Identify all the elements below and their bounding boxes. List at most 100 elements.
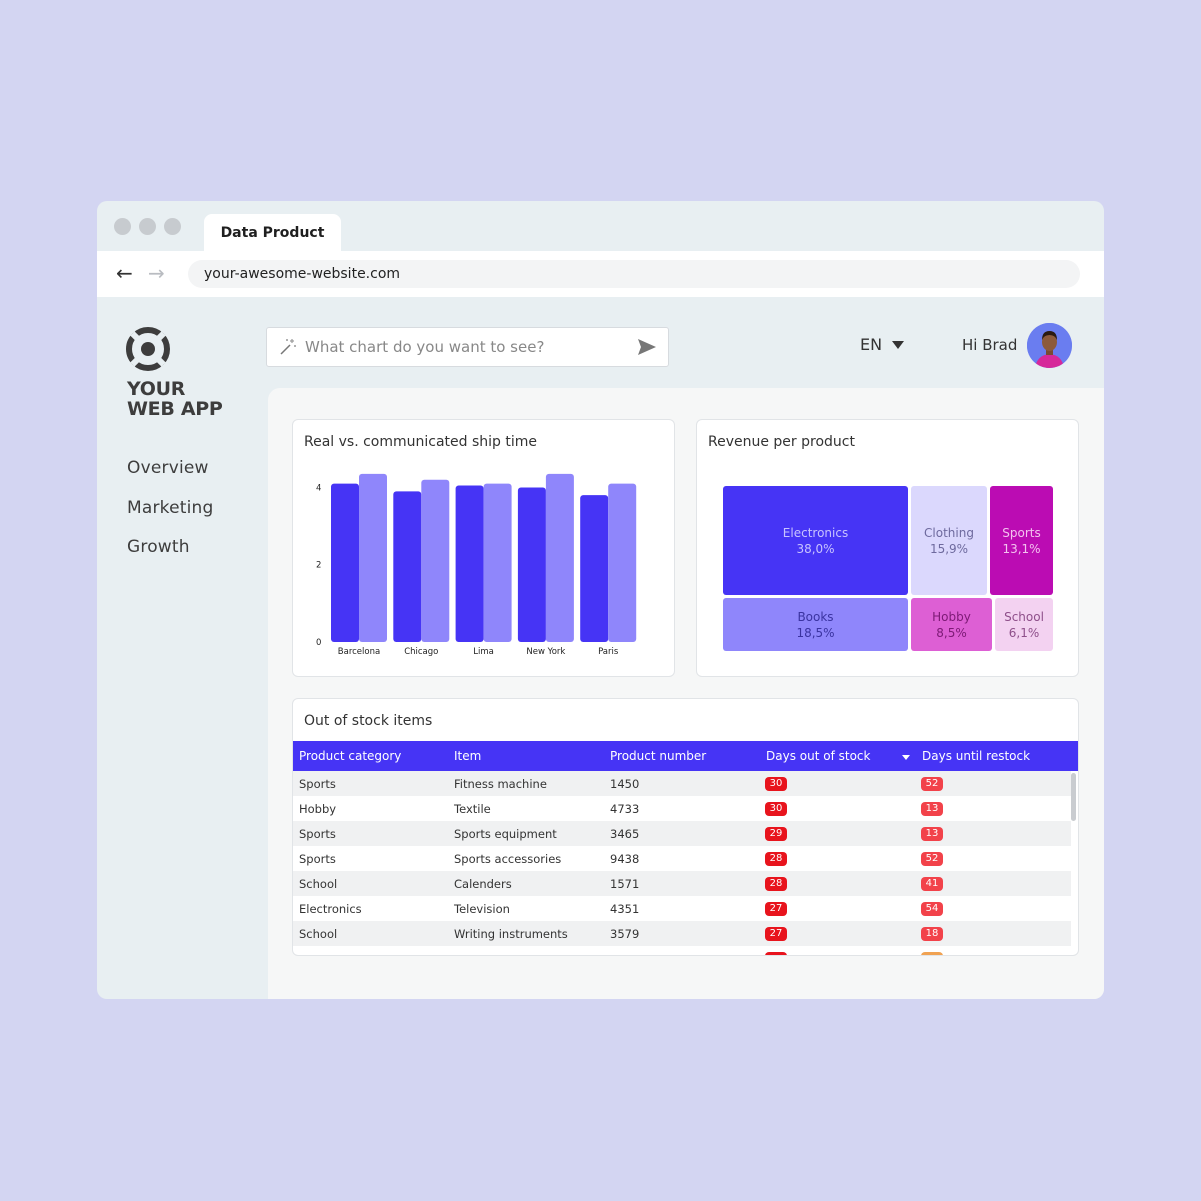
badge-days-restock <box>921 952 943 955</box>
treemap-value: 15,9% <box>929 541 969 556</box>
cell-item: Writing instruments <box>454 927 568 941</box>
sidebar-item-overview[interactable]: Overview <box>127 458 209 478</box>
logo-line-1: YOUR <box>127 378 186 400</box>
treemap-cell-school[interactable]: School 6,1% <box>995 598 1053 651</box>
table-row[interactable]: School Calenders 1571 28 41 <box>293 871 1071 896</box>
sidebar-menu: Overview Marketing Growth <box>127 457 214 576</box>
dashboard-content: Real vs. communicated ship time Barcelon… <box>268 388 1104 999</box>
table-row[interactable]: Hobby Textile 4733 30 13 <box>293 796 1071 821</box>
bar-paris-series-2[interactable] <box>608 483 637 642</box>
treemap-cell-hobby[interactable]: Hobby 8,5% <box>911 598 992 651</box>
treemap-cell-electronics[interactable]: Electronics 38,0% <box>723 486 908 595</box>
avatar[interactable] <box>1027 323 1072 368</box>
sidebar-item-growth[interactable]: Growth <box>127 537 190 557</box>
revenue-treemap: Electronics 38,0% Clothing 15,9% Sports 13,1%… <box>723 486 1053 651</box>
treemap-value: 38,0% <box>796 541 835 556</box>
treemap-label: School <box>1004 609 1044 624</box>
cell-item: Television <box>454 902 510 916</box>
bar-barcelona-series-2[interactable] <box>359 473 387 642</box>
badge-days-out: 30 <box>765 802 787 816</box>
badge-days-out: 28 <box>765 852 787 866</box>
treemap-value: 18,5% <box>796 625 835 640</box>
x-tick-label: Chicago <box>404 647 438 657</box>
badge-days-restock: 52 <box>921 852 943 866</box>
address-bar: ← → your-awesome-website.com <box>97 251 1104 297</box>
badge-days-out: 27 <box>765 902 787 916</box>
revenue-card: Revenue per product Electronics 38,0% Clot… <box>696 419 1079 677</box>
language-selector[interactable]: EN <box>860 335 905 354</box>
treemap-cell-sports[interactable]: Sports 13,1% <box>990 486 1053 595</box>
sidebar-item-marketing[interactable]: Marketing <box>127 497 214 518</box>
treemap-cell-books[interactable]: Books 18,5% <box>723 598 908 651</box>
col-header-days-out[interactable]: Days out of stock <box>766 749 871 763</box>
treemap-label: Clothing <box>924 525 974 540</box>
chart-search-box <box>266 327 669 367</box>
treemap-cell-clothing[interactable]: Clothing 15,9% <box>911 486 987 595</box>
bar-lima-series-2[interactable] <box>483 483 512 642</box>
cell-category: Hobby <box>299 802 337 816</box>
table-row[interactable]: Sports Sports accessories 9438 28 52 <box>293 846 1071 871</box>
treemap-value: 13,1% <box>1002 541 1041 556</box>
badge-days-restock: 41 <box>921 877 943 891</box>
bar-lima-series-1[interactable] <box>455 485 484 642</box>
badge-days-restock: 52 <box>921 777 943 791</box>
bar-chicago-series-1[interactable] <box>393 491 422 642</box>
logo-text: YOUR WEB APP <box>127 379 223 419</box>
bar-chicago-series-2[interactable] <box>421 479 450 642</box>
table-row[interactable]: Sports Sports equipment 3465 29 13 <box>293 821 1071 846</box>
language-label: EN <box>860 335 883 354</box>
sort-down-icon[interactable] <box>902 755 910 760</box>
user-greeting: Hi Brad <box>962 336 1018 354</box>
cell-item: Textile <box>454 802 491 816</box>
table-scrollbar[interactable] <box>1071 773 1076 821</box>
badge-days-out: 28 <box>765 877 787 891</box>
ship-time-title: Real vs. communicated ship time <box>304 434 538 450</box>
user-avatar-icon <box>1027 323 1072 368</box>
logo-icon <box>126 327 170 371</box>
badge-days-restock: 54 <box>921 902 943 916</box>
cell-category: Sports <box>299 827 336 841</box>
window-controls <box>114 218 181 235</box>
table-row[interactable]: Sports Fitness machine 1450 30 52 <box>293 771 1071 796</box>
cell-product-number: 3465 <box>610 827 640 841</box>
bar-barcelona-series-1[interactable] <box>331 483 359 642</box>
bar-new-york-series-2[interactable] <box>545 473 574 642</box>
cell-product-number: 9438 <box>610 852 640 866</box>
badge-days-restock: 18 <box>921 927 943 941</box>
col-header-category[interactable]: Product category <box>299 749 402 763</box>
badge-days-out: 30 <box>765 777 787 791</box>
bar-new-york-series-1[interactable] <box>517 487 546 642</box>
badge-days-restock: 13 <box>921 802 943 816</box>
browser-tab[interactable]: Data Product <box>204 214 341 252</box>
table-header: Product category Item Product number Day… <box>293 741 1078 771</box>
forward-arrow-icon[interactable]: → <box>148 261 165 285</box>
out-of-stock-card: Out of stock items Product category Item… <box>292 698 1079 956</box>
cell-product-number: 1571 <box>610 877 640 891</box>
table-row[interactable]: Electronics Television 4351 27 54 <box>293 896 1071 921</box>
magic-wand-icon <box>280 339 296 355</box>
chart-search-input[interactable] <box>305 335 625 359</box>
cell-item: Calenders <box>454 877 512 891</box>
close-window-dot[interactable] <box>114 218 131 235</box>
cell-product-number: 4733 <box>610 802 640 816</box>
revenue-title: Revenue per product <box>708 434 855 450</box>
send-icon[interactable] <box>637 338 657 356</box>
table-row[interactable]: School Writing instruments 3579 27 18 <box>293 921 1071 946</box>
col-header-product-number[interactable]: Product number <box>610 749 707 763</box>
y-tick-label: 2 <box>316 561 321 571</box>
x-tick-label: Paris <box>598 647 619 657</box>
minimize-window-dot[interactable] <box>139 218 156 235</box>
table-row-partial <box>293 946 1071 955</box>
url-field[interactable]: your-awesome-website.com <box>188 260 1080 288</box>
badge-days-out: 29 <box>765 827 787 841</box>
back-arrow-icon[interactable]: ← <box>116 261 133 285</box>
col-header-item[interactable]: Item <box>454 749 482 763</box>
bar-paris-series-1[interactable] <box>580 495 609 642</box>
treemap-label: Hobby <box>932 609 971 624</box>
maximize-window-dot[interactable] <box>164 218 181 235</box>
table-body: Sports Fitness machine 1450 30 52 Hobby Textil… <box>293 771 1071 955</box>
badge-days-out <box>765 952 787 955</box>
col-header-days-restock[interactable]: Days until restock <box>922 749 1031 763</box>
treemap-label: Electronics <box>782 525 849 540</box>
sidebar: YOUR WEB APP Overview Marketing Growth <box>97 297 268 999</box>
